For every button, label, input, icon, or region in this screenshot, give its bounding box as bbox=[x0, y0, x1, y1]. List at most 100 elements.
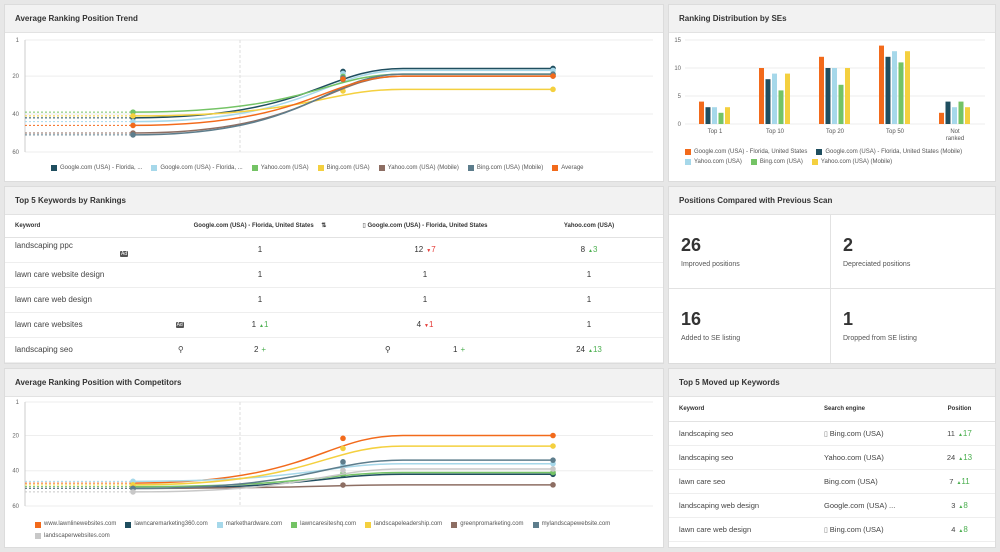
series-point[interactable] bbox=[340, 445, 346, 452]
bar[interactable] bbox=[765, 79, 771, 124]
bar[interactable] bbox=[838, 84, 844, 124]
bar[interactable] bbox=[825, 68, 831, 124]
legend-item[interactable]: Google.com (USA) - Florida, United State… bbox=[685, 148, 807, 156]
bar[interactable] bbox=[819, 56, 824, 124]
legend-item[interactable]: landscapeleadership.com bbox=[365, 520, 442, 529]
table-row[interactable]: landscaping ppcAd 1 12 ▼7 8 ▲3 bbox=[5, 237, 663, 263]
table-row[interactable]: lawn care website design 1 1 1 bbox=[5, 262, 663, 288]
series-line bbox=[132, 462, 553, 483]
bar[interactable] bbox=[945, 101, 951, 124]
competitors-panel: Average Ranking Position with Competitor… bbox=[4, 368, 664, 548]
legend-item[interactable]: mylandscapewebsite.com bbox=[532, 520, 610, 529]
y-tick-label: 60 bbox=[12, 504, 19, 510]
arrow-up-icon: ▲ bbox=[957, 431, 963, 438]
series-point[interactable] bbox=[130, 132, 136, 138]
series-point[interactable] bbox=[130, 489, 136, 495]
legend-item[interactable]: Average bbox=[552, 165, 584, 171]
y-tick-label: 20 bbox=[12, 433, 19, 439]
series-point[interactable] bbox=[550, 86, 556, 93]
bar[interactable] bbox=[965, 107, 970, 124]
legend-item[interactable]: Bing.com (USA) (Mobile) bbox=[467, 165, 543, 171]
position-value: 1 bbox=[257, 245, 263, 254]
series-point[interactable] bbox=[550, 432, 556, 439]
change-value: 8 bbox=[963, 524, 968, 534]
bar[interactable] bbox=[725, 107, 730, 124]
series-point[interactable] bbox=[340, 435, 346, 442]
table-row[interactable]: landscaping web design Google.com (USA) .… bbox=[669, 493, 995, 518]
legend-item[interactable]: markethardware.com bbox=[216, 520, 282, 529]
series-point[interactable] bbox=[550, 457, 556, 463]
arrow-up-icon: ▲ bbox=[956, 479, 962, 486]
bar[interactable] bbox=[885, 56, 891, 124]
series-point[interactable] bbox=[550, 73, 556, 79]
series-point[interactable] bbox=[340, 482, 346, 488]
legend-item[interactable]: lawncaresiteshq.com bbox=[291, 520, 356, 529]
sort-icon[interactable]: ⇅ bbox=[321, 223, 327, 230]
table-row[interactable]: lawn care websites Ad 1 ▲1 4 ▼1 1 bbox=[5, 312, 663, 338]
table-row[interactable]: lawn care web design ▯ Bing.com (USA) 4 ▲8 bbox=[669, 517, 995, 542]
bar[interactable] bbox=[718, 112, 724, 124]
legend-item[interactable]: Bing.com (USA) bbox=[750, 158, 803, 166]
position-value: 4 bbox=[416, 320, 422, 329]
bar[interactable] bbox=[785, 73, 790, 124]
arrow-up-icon: ▲ bbox=[588, 248, 593, 254]
series-point[interactable] bbox=[550, 482, 556, 488]
legend-item[interactable]: www.lawnlinewebsites.com bbox=[35, 520, 116, 529]
position-cell: 4 ▲8 bbox=[924, 517, 995, 542]
table-row[interactable]: lawn care seo Bing.com (USA) 7 ▲11 bbox=[669, 469, 995, 494]
bar[interactable] bbox=[699, 101, 704, 124]
bar[interactable] bbox=[958, 101, 964, 124]
legend-item[interactable]: Google.com (USA) - Florida, United State… bbox=[816, 148, 962, 156]
legend-item[interactable]: Yahoo.com (USA) bbox=[685, 158, 742, 166]
legend-item[interactable]: Google.com (USA) - Florida, ... bbox=[51, 165, 142, 171]
legend-item[interactable]: lawncaremarketing360.com bbox=[125, 520, 208, 529]
series-line bbox=[132, 484, 553, 490]
series-point[interactable] bbox=[340, 459, 346, 465]
series-point[interactable] bbox=[130, 122, 136, 129]
legend-item[interactable]: landscaperwebsites.com bbox=[35, 532, 110, 541]
legend-item[interactable]: greenpromarketing.com bbox=[451, 520, 524, 529]
col-yahoo[interactable]: Yahoo.com (USA) bbox=[515, 215, 663, 238]
legend-item[interactable]: Yahoo.com (USA) (Mobile) bbox=[811, 158, 892, 166]
bar[interactable] bbox=[939, 112, 944, 124]
bar[interactable] bbox=[832, 68, 837, 124]
bar[interactable] bbox=[712, 107, 717, 124]
bar[interactable] bbox=[905, 51, 910, 125]
legend-item[interactable]: Bing.com (USA) bbox=[317, 165, 370, 171]
col-google[interactable]: Google.com (USA) - Florida, United State… bbox=[185, 215, 335, 238]
legend-swatch bbox=[35, 533, 41, 539]
bar[interactable] bbox=[879, 45, 884, 124]
moved-col-position[interactable]: Position bbox=[924, 397, 995, 422]
col-keyword[interactable]: Keyword bbox=[5, 215, 185, 238]
table-row[interactable]: landscaping seo ⚲ 2 + ⚲ 1 +24 ▲13 bbox=[5, 337, 663, 363]
engine-name: Bing.com (USA) bbox=[829, 524, 884, 534]
bar[interactable] bbox=[898, 62, 904, 124]
legend-item[interactable]: Yahoo.com (USA) bbox=[251, 165, 309, 171]
col-google-mobile[interactable]: ▯ Google.com (USA) - Florida, United Sta… bbox=[335, 215, 515, 238]
table-row[interactable]: landscaping seo ▯ Bing.com (USA) 11 ▲17 bbox=[669, 421, 995, 446]
bar[interactable] bbox=[705, 107, 711, 124]
moved-col-keyword[interactable]: Keyword bbox=[669, 397, 814, 422]
table-row[interactable]: lawn care web design 1 1 1 bbox=[5, 287, 663, 313]
bar[interactable] bbox=[772, 73, 777, 124]
legend-item[interactable]: Google.com (USA) - Florida, ... bbox=[151, 165, 243, 171]
table-row[interactable]: landscaping seo Yahoo.com (USA) 24 ▲13 bbox=[669, 445, 995, 470]
series-point[interactable] bbox=[340, 467, 346, 474]
series-point[interactable] bbox=[340, 76, 346, 82]
series-point[interactable] bbox=[130, 113, 136, 119]
change-up: ▲8 bbox=[958, 501, 967, 510]
moved-col-engine[interactable]: Search engine bbox=[814, 397, 924, 422]
moved-title: Top 5 Moved up Keywords bbox=[669, 369, 995, 397]
position-value: 1 bbox=[586, 295, 592, 304]
bar[interactable] bbox=[845, 68, 850, 124]
ad-icon: Ad bbox=[120, 251, 129, 258]
series-point[interactable] bbox=[550, 443, 556, 449]
bar[interactable] bbox=[892, 51, 897, 125]
bar[interactable] bbox=[759, 68, 764, 124]
bar[interactable] bbox=[952, 107, 957, 124]
bar[interactable] bbox=[778, 90, 784, 124]
yahoo-cell: 24 ▲13 bbox=[515, 337, 663, 363]
legend-item[interactable]: Yahoo.com (USA) (Mobile) bbox=[378, 165, 459, 171]
series-point[interactable] bbox=[550, 466, 556, 472]
added-label: Added to SE listing bbox=[681, 335, 741, 342]
